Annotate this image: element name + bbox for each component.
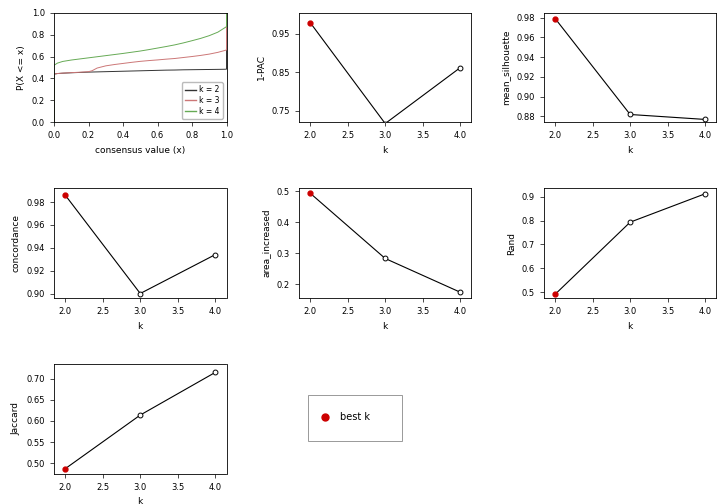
Y-axis label: 1-PAC: 1-PAC [257,54,266,81]
X-axis label: k: k [628,146,633,155]
X-axis label: k: k [628,322,633,331]
Text: best k: best k [341,412,370,422]
Y-axis label: area_increased: area_increased [262,209,271,278]
X-axis label: k: k [138,322,143,331]
Y-axis label: Jaccard: Jaccard [12,402,21,435]
X-axis label: k: k [138,497,143,504]
Y-axis label: concordance: concordance [12,214,21,272]
X-axis label: k: k [382,322,388,331]
Y-axis label: mean_silhouette: mean_silhouette [502,30,510,105]
X-axis label: consensus value (x): consensus value (x) [95,146,185,155]
Y-axis label: Rand: Rand [507,232,516,255]
X-axis label: k: k [382,146,388,155]
Legend: k = 2, k = 3, k = 4: k = 2, k = 3, k = 4 [181,83,222,118]
Y-axis label: P(X <= x): P(X <= x) [17,45,26,90]
